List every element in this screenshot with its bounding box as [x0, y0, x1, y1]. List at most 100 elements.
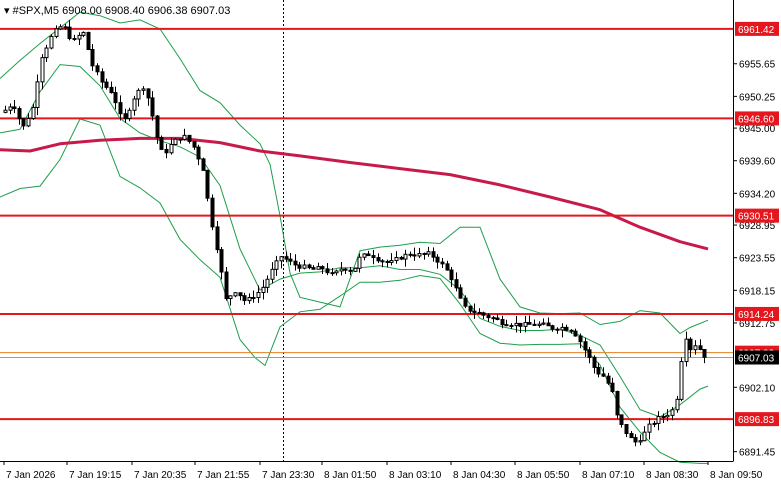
candle-body	[132, 98, 137, 111]
candle-body	[320, 266, 325, 270]
candle-body	[256, 291, 261, 299]
candle-body	[49, 35, 54, 49]
candle-body	[366, 253, 371, 257]
candle-body	[477, 311, 482, 314]
y-tick-label: 6928.95	[739, 221, 776, 232]
candle-body	[265, 278, 270, 288]
candle-body	[596, 366, 601, 375]
y-tick-label: 6939.60	[739, 157, 776, 168]
candle-body	[63, 26, 68, 29]
candle-body	[238, 292, 243, 297]
candle-body	[205, 169, 210, 199]
y-tick-label: 6950.25	[739, 92, 776, 103]
candle-body	[196, 146, 201, 160]
candle-body	[633, 437, 638, 443]
candle-body	[458, 287, 463, 299]
candle-body	[624, 423, 629, 434]
candle-body	[560, 326, 565, 331]
level-price-label-bg	[735, 208, 779, 223]
candle-body	[178, 138, 183, 141]
candle-body	[334, 270, 339, 274]
candle-body	[251, 297, 256, 300]
candle-body	[95, 65, 100, 73]
candle-body	[518, 322, 523, 327]
candle-body	[495, 317, 500, 321]
candle-body	[228, 295, 233, 300]
candle-body	[435, 256, 440, 263]
x-tick-label: 8 Jan 03:10	[389, 470, 442, 481]
candle-body	[150, 97, 155, 117]
y-tick-label: 6945.00	[739, 124, 776, 135]
candle-body	[491, 317, 496, 320]
candle-body	[550, 325, 555, 330]
candle-body	[307, 264, 312, 269]
candle-body	[385, 260, 390, 263]
candle-body	[527, 322, 532, 325]
level-price-label-bg	[735, 111, 779, 126]
candle-body	[573, 330, 578, 337]
candle-body	[661, 416, 666, 419]
x-tick-label: 7 Jan 21:55	[197, 470, 250, 481]
candle-body	[173, 138, 178, 145]
candle-body	[376, 257, 381, 262]
bid-price-label: 6907.03	[738, 354, 775, 365]
candle-body	[546, 322, 551, 327]
level-price-label: 6946.60	[738, 114, 775, 125]
candle-body	[311, 267, 316, 270]
candle-body	[31, 106, 36, 119]
symbol-ohlc-header: ▾ #SPX,M5 6908.00 6908.40 6906.38 6907.0…	[4, 5, 230, 17]
candle-body	[3, 109, 8, 113]
candle-body	[688, 338, 693, 351]
candle-body	[440, 261, 445, 265]
candle-body	[118, 102, 123, 115]
x-tick-label: 8 Jan 08:30	[646, 470, 699, 481]
candle-body	[362, 253, 367, 258]
candle-body	[17, 108, 22, 120]
candle-body	[316, 266, 321, 270]
candle-body	[564, 326, 569, 331]
candle-body	[389, 260, 394, 263]
candle-body	[44, 47, 49, 59]
candle-body	[541, 322, 546, 325]
candle-body	[242, 295, 247, 302]
x-tick-label: 8 Jan 07:10	[582, 470, 635, 481]
candle-body	[77, 34, 82, 40]
candle-body	[353, 267, 358, 272]
candle-body	[468, 305, 473, 312]
candle-body	[72, 38, 77, 41]
candle-body	[684, 338, 689, 363]
candle-body	[629, 432, 634, 439]
candle-body	[279, 256, 284, 262]
candle-body	[146, 88, 151, 99]
candle-body	[86, 31, 91, 51]
candle-body	[67, 26, 72, 40]
x-tick-label: 8 Jan 04:30	[453, 470, 506, 481]
candle-body	[215, 226, 220, 251]
level-price-label-bg	[735, 412, 779, 427]
candle-body	[90, 49, 95, 67]
candle-body	[606, 375, 611, 384]
candle-body	[155, 115, 160, 139]
candle-body	[284, 256, 289, 260]
candle-body	[532, 323, 537, 326]
y-tick-label: 6891.45	[739, 448, 776, 459]
candle-body	[26, 117, 31, 127]
candle-body	[104, 81, 109, 88]
candle-body	[325, 268, 330, 274]
x-tick-label: 7 Jan 23:30	[262, 470, 315, 481]
candle-body	[164, 148, 169, 154]
candle-body	[642, 431, 647, 442]
candle-body	[601, 373, 606, 377]
candle-body	[656, 416, 661, 424]
candle-body	[583, 341, 588, 351]
candle-body	[380, 260, 385, 263]
bollinger-lower-band	[0, 118, 708, 464]
candle-body	[58, 26, 63, 30]
candle-body	[638, 440, 643, 443]
candle-body	[675, 398, 680, 411]
candle-body	[371, 255, 376, 259]
candle-body	[127, 109, 132, 119]
candle-body	[219, 249, 224, 273]
